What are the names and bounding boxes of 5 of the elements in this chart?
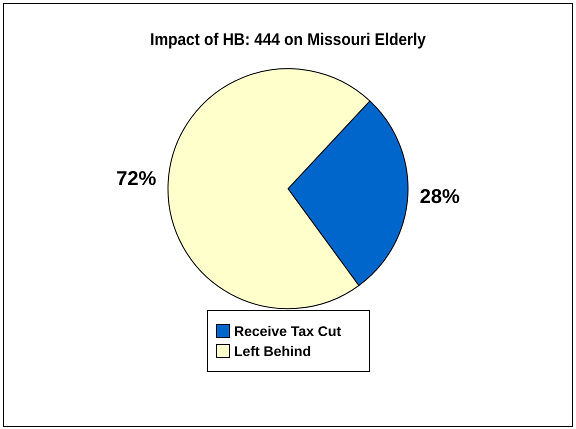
legend-label: Left Behind — [234, 343, 311, 359]
legend-label: Receive Tax Cut — [234, 323, 342, 339]
chart-title: Impact of HB: 444 on Missouri Elderly — [150, 30, 426, 50]
data-label: 72% — [116, 168, 156, 190]
data-label: 28% — [420, 186, 460, 208]
